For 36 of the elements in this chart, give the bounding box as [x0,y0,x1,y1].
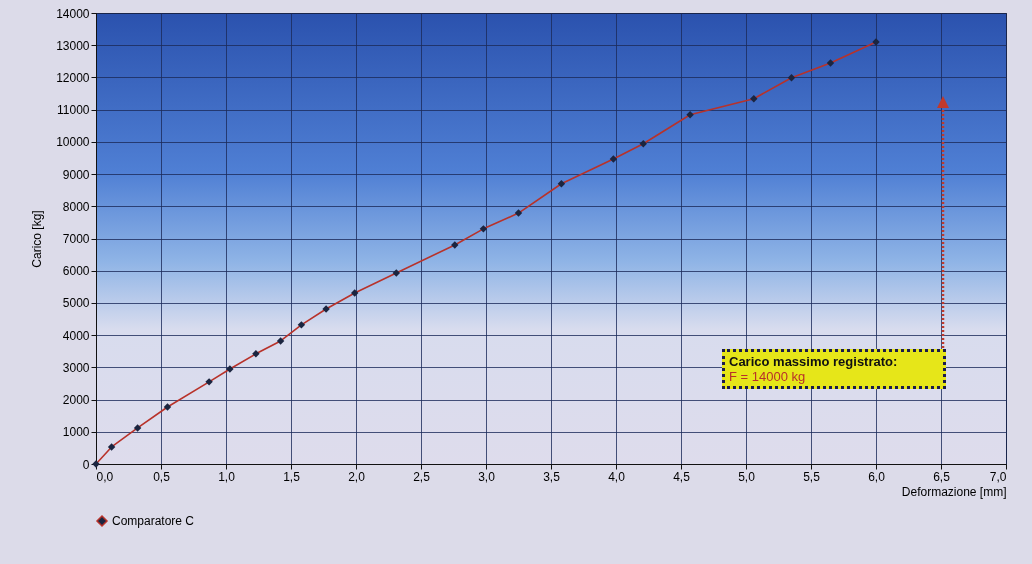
x-tick-label: 0,5 [153,469,171,484]
y-tick-label: 12000 [56,70,90,85]
x-tick-label: 4,0 [608,469,626,484]
x-tick-label: 6,5 [933,469,951,484]
y-tick-label: 2000 [62,393,90,408]
x-tick-label: 7,0 [989,469,1007,484]
y-tick-label: 1000 [62,425,90,440]
y-tick-label: 11000 [57,103,90,118]
y-axis-title: Carico [kg] [30,210,45,268]
note-box: Carico massimo registrato: F = 14000 kg [722,349,946,389]
x-tick-label: 5,5 [803,469,821,484]
y-tick-label: 13000 [56,38,90,53]
x-tick-label: 5,0 [738,469,756,484]
x-tick-label: 0,0 [96,469,114,484]
y-tick-label: 4000 [62,328,90,343]
x-tick-label: 6,0 [868,469,886,484]
x-axis-title: Deformazione [mm] [901,484,1007,499]
y-tick-label: 14000 [56,6,90,21]
x-tick-label: 3,0 [478,469,496,484]
x-tick-label: 1,0 [218,469,236,484]
annotation: F = 14000 kg [729,369,807,384]
x-tick-label: 4,5 [673,469,691,484]
y-tick-label: 5000 [62,296,90,311]
y-tick-label: 6000 [62,264,90,279]
y-tick-label: 9000 [62,167,90,182]
x-tick-label: 2,0 [348,469,366,484]
annotation: Carico massimo registrato: [729,354,899,369]
y-tick-label: 7000 [62,232,90,246]
x-tick-label: 1,5 [283,469,301,484]
y-tick-label: 0 [82,457,90,472]
x-tick-label: 2,5 [413,469,431,484]
x-tick-label: 3,5 [543,469,561,484]
y-tick-label: 8000 [62,199,90,214]
y-tick-label: 3000 [62,360,90,375]
legend-label: Comparatore C [112,514,195,528]
y-tick-label: 10000 [56,135,90,150]
